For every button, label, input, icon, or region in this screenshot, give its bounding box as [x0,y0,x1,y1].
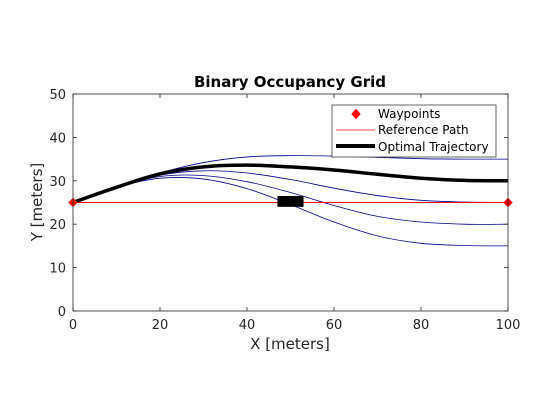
x-tick-label: 100 [496,318,521,333]
x-tick-label: 40 [239,318,256,333]
optimal-trajectory-line [72,163,509,205]
y-axis-label: Y [meters] [28,163,46,243]
legend-entry-optimal-trajectory: Optimal Trajectory [378,140,489,154]
legend: Waypoints Reference Path Optimal Traject… [331,104,497,158]
tick-layer: 0 20 40 60 80 100 0 10 20 30 40 50 [49,88,520,333]
axes-box [72,93,509,312]
legend-waypoints-marker [351,108,361,120]
x-tick-label: 20 [152,318,169,333]
chart-title: Binary Occupancy Grid [194,73,386,91]
y-tick-label: 10 [49,262,66,277]
y-tick-label: 0 [58,305,66,320]
y-tick-label: 20 [49,218,66,233]
legend-entry-reference-path: Reference Path [378,123,469,137]
trajectory-layer [72,155,509,247]
x-tick-label: 80 [413,318,430,333]
y-tick-label: 30 [49,175,66,190]
x-axis-label: X [meters] [250,335,330,353]
y-tick-label: 40 [49,131,66,146]
obstacle-block [277,195,304,207]
x-tick-label: 0 [69,318,77,333]
y-tick-label: 50 [49,88,66,103]
legend-entry-waypoints: Waypoints [378,107,440,121]
x-tick-label: 60 [326,318,343,333]
